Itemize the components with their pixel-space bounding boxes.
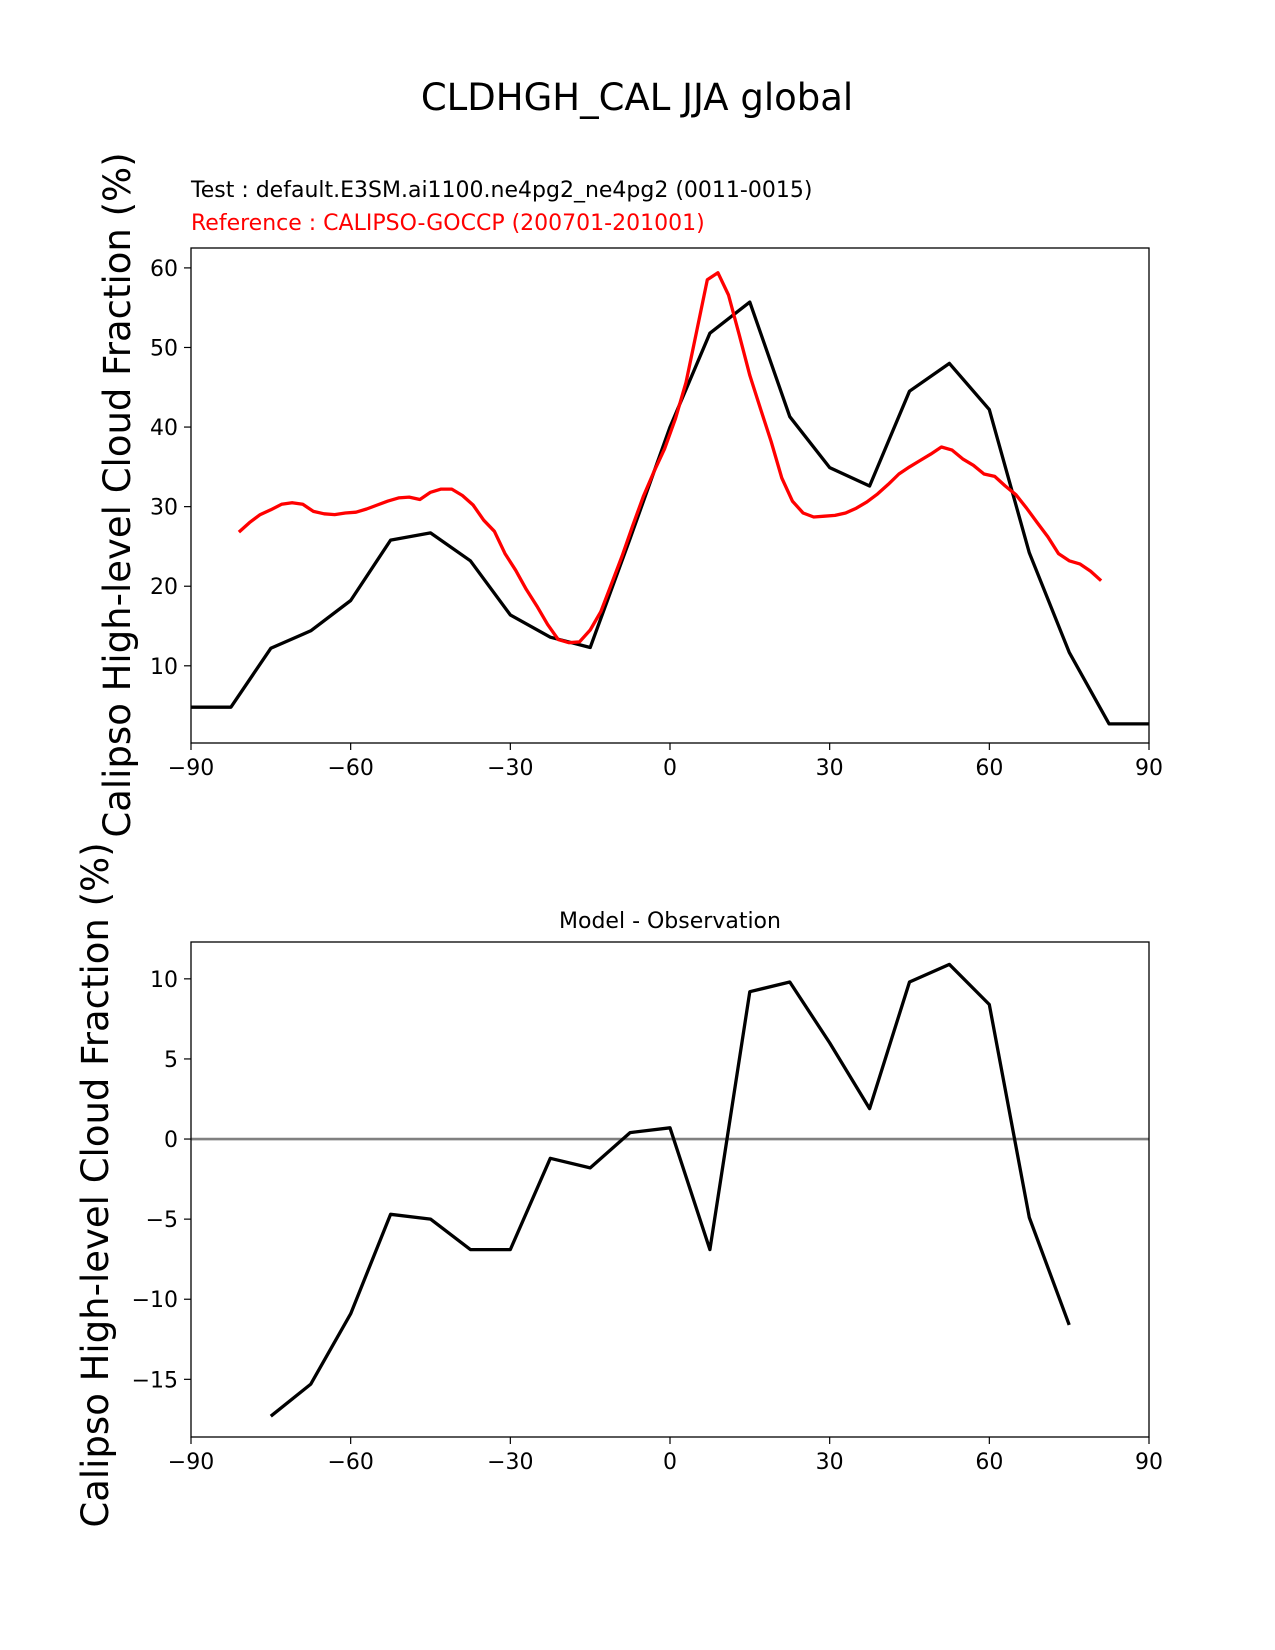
x-tick-label: −90: [168, 756, 214, 781]
x-tick-label: 0: [663, 1450, 677, 1475]
x-tick-label: 90: [1135, 756, 1163, 781]
x-tick-label: 30: [816, 756, 844, 781]
top-axis-ticks: −90 −60 −30 0 30 60 90 10 20 30 40 50 60: [150, 257, 1163, 781]
test-label: Test : default.E3SM.ai1100.ne4pg2_ne4pg2…: [190, 178, 812, 203]
bottom-plot-frame: [190, 941, 1150, 1438]
bottom-panel-title: Model - Observation: [559, 909, 781, 934]
y-tick-label: 60: [150, 257, 178, 282]
bottom-y-axis-label: Calipso High-level Cloud Fraction (%): [74, 842, 117, 1527]
x-tick-label: −30: [487, 756, 533, 781]
figure-title: CLDHGH_CAL JJA global: [421, 76, 853, 119]
x-tick-label: 30: [816, 1450, 844, 1475]
y-tick-label: 30: [150, 496, 178, 521]
y-tick-label: 50: [150, 336, 178, 361]
y-tick-label: 10: [150, 968, 178, 993]
y-tick-label: 20: [150, 575, 178, 600]
top-plot-lines: [191, 271, 1149, 726]
x-tick-label: −60: [327, 756, 373, 781]
x-tick-label: −60: [327, 1450, 373, 1475]
reference-label: Reference : CALIPSO-GOCCP (200701-201001…: [191, 211, 705, 236]
x-tick-label: 0: [663, 756, 677, 781]
y-tick-label: −15: [132, 1368, 178, 1393]
difference-series-line: [269, 962, 1071, 1418]
top-panel: Test : default.E3SM.ai1100.ne4pg2_ne4pg2…: [96, 152, 1163, 837]
y-tick-label: −5: [146, 1208, 178, 1233]
top-y-axis-label: Calipso High-level Cloud Fraction (%): [96, 152, 139, 837]
bottom-axis-ticks: −90 −60 −30 0 30 60 90 −15 −10 −5 0 5 10: [132, 968, 1163, 1475]
x-tick-label: 60: [975, 1450, 1003, 1475]
x-tick-label: −30: [487, 1450, 533, 1475]
y-tick-label: 10: [150, 655, 178, 680]
reference-series-line: [237, 271, 1103, 645]
y-tick-label: 5: [164, 1048, 178, 1073]
bottom-panel: Model - Observation Calipso High-level C…: [74, 842, 1163, 1527]
x-tick-label: −90: [168, 1450, 214, 1475]
x-tick-label: 60: [975, 756, 1003, 781]
y-tick-label: 0: [164, 1128, 178, 1153]
top-plot-frame: [190, 247, 1150, 744]
y-tick-label: −10: [132, 1288, 178, 1313]
bottom-plot-lines: [191, 962, 1149, 1418]
test-series-line: [191, 300, 1149, 726]
y-tick-label: 40: [150, 416, 178, 441]
x-tick-label: 90: [1135, 1450, 1163, 1475]
